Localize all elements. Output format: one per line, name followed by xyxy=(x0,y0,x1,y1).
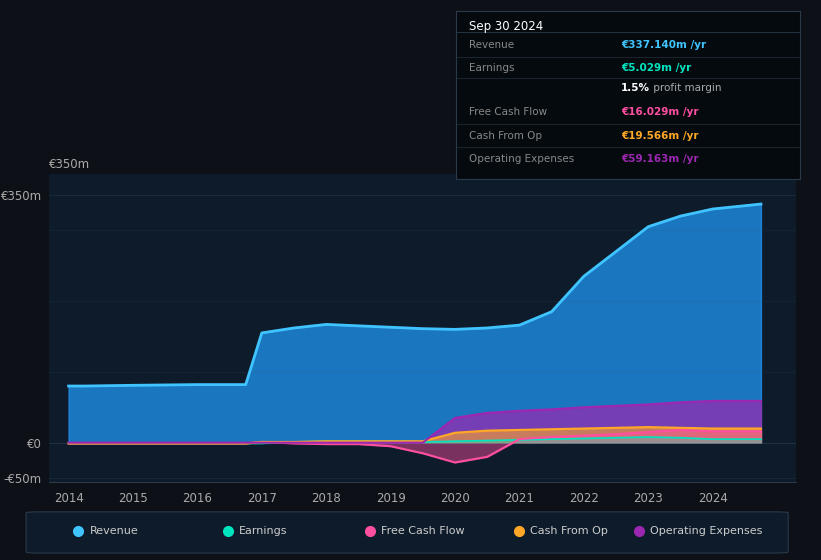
Text: €59.163m /yr: €59.163m /yr xyxy=(621,154,699,164)
Text: 1.5%: 1.5% xyxy=(621,83,650,94)
Text: €337.140m /yr: €337.140m /yr xyxy=(621,40,706,50)
Text: Cash From Op: Cash From Op xyxy=(470,130,543,141)
Text: Free Cash Flow: Free Cash Flow xyxy=(381,526,465,536)
Text: Free Cash Flow: Free Cash Flow xyxy=(470,107,548,117)
Text: €350m: €350m xyxy=(49,158,90,171)
FancyBboxPatch shape xyxy=(26,512,788,553)
Text: Earnings: Earnings xyxy=(470,63,515,73)
Text: Earnings: Earnings xyxy=(239,526,287,536)
Text: profit margin: profit margin xyxy=(650,83,722,94)
Text: Revenue: Revenue xyxy=(470,40,515,50)
Text: Sep 30 2024: Sep 30 2024 xyxy=(470,21,544,34)
Text: Cash From Op: Cash From Op xyxy=(530,526,608,536)
Text: Operating Expenses: Operating Expenses xyxy=(650,526,763,536)
Text: €19.566m /yr: €19.566m /yr xyxy=(621,130,699,141)
Text: €16.029m /yr: €16.029m /yr xyxy=(621,107,699,117)
Text: Revenue: Revenue xyxy=(89,526,139,536)
Text: €5.029m /yr: €5.029m /yr xyxy=(621,63,691,73)
Text: Operating Expenses: Operating Expenses xyxy=(470,154,575,164)
